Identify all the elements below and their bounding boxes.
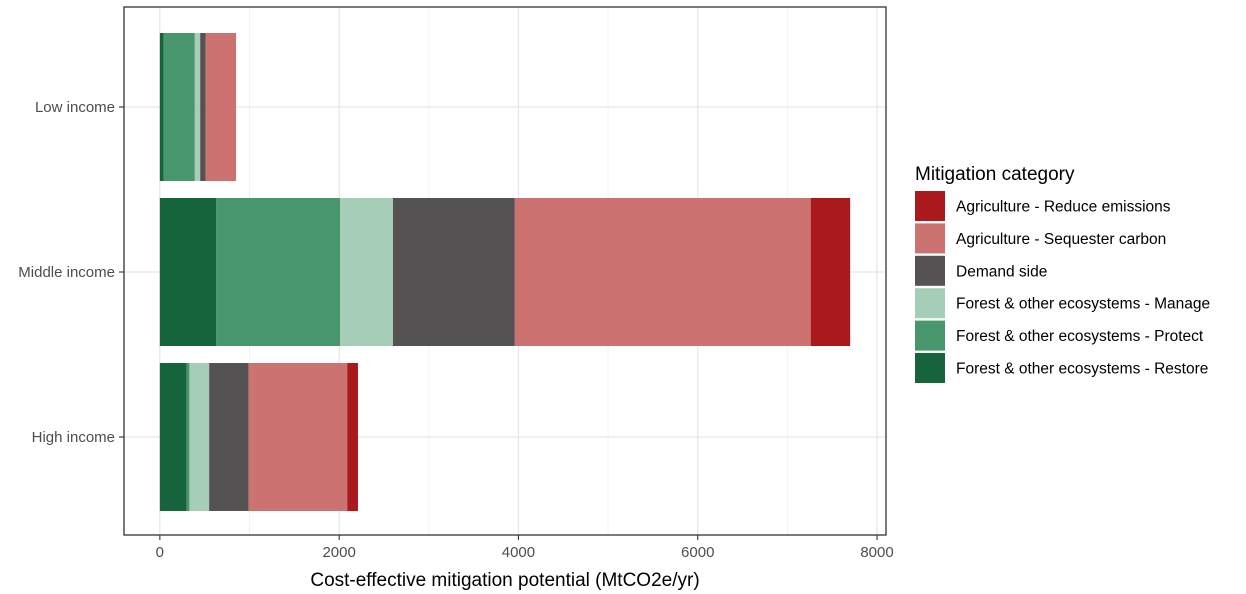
bar-low-income-agriculture-sequester-carbon bbox=[205, 33, 237, 181]
bar-middle-income-forest-and-other-ecosystems-restore bbox=[159, 198, 217, 346]
bar-high-income-agriculture-reduce-emissions bbox=[347, 363, 358, 511]
y-tick-label: Middle income bbox=[18, 264, 115, 281]
y-tick-label: High income bbox=[32, 429, 115, 446]
bar-middle-income-agriculture-sequester-carbon bbox=[514, 198, 811, 346]
bar-middle-income-demand-side bbox=[392, 198, 515, 346]
x-tick-label: 8000 bbox=[860, 544, 893, 561]
panel-border bbox=[123, 6, 887, 536]
legend-key-agriculture-sequester-carbon bbox=[915, 223, 945, 254]
bar-high-income-forest-and-other-ecosystems-manage bbox=[189, 363, 210, 511]
axes: 0 2000 4000 6000 8000 Low income Middle income… bbox=[18, 6, 894, 561]
bar-high-income-forest-and-other-ecosystems-restore bbox=[159, 363, 187, 511]
legend-key-agriculture-reduce-emissions bbox=[915, 191, 945, 221]
x-tick-label: 2000 bbox=[322, 544, 355, 561]
legend: Mitigation category Agriculture - Reduce… bbox=[915, 164, 1210, 383]
legend-label: Agriculture - Reduce emissions bbox=[956, 199, 1171, 216]
x-axis-title: Cost-effective mitigation potential (MtC… bbox=[310, 570, 699, 591]
legend-key-forest-and-other-ecosystems-manage bbox=[915, 288, 945, 319]
bar-low-income-forest-and-other-ecosystems-restore bbox=[159, 33, 164, 181]
legend-label: Forest & other ecosystems - Protect bbox=[956, 328, 1204, 345]
legend-title: Mitigation category bbox=[915, 164, 1075, 185]
x-tick-label: 0 bbox=[156, 544, 164, 561]
bars bbox=[159, 33, 851, 511]
x-tick-label: 4000 bbox=[502, 544, 535, 561]
y-tick-label: Low income bbox=[35, 99, 115, 116]
bar-high-income-demand-side bbox=[209, 363, 249, 511]
legend-label: Forest & other ecosystems - Manage bbox=[956, 296, 1210, 313]
bar-low-income-forest-and-other-ecosystems-protect bbox=[163, 33, 195, 181]
bar-middle-income-forest-and-other-ecosystems-manage bbox=[340, 198, 393, 346]
bar-middle-income-forest-and-other-ecosystems-protect bbox=[216, 198, 341, 346]
bar-high-income-forest-and-other-ecosystems-protect bbox=[186, 363, 190, 511]
legend-label: Demand side bbox=[956, 263, 1047, 280]
bar-high-income-agriculture-sequester-carbon bbox=[248, 363, 348, 511]
legend-key-forest-and-other-ecosystems-restore bbox=[915, 353, 945, 383]
legend-key-demand-side bbox=[915, 255, 945, 286]
bar-low-income-forest-and-other-ecosystems-manage bbox=[194, 33, 201, 181]
bar-middle-income-agriculture-reduce-emissions bbox=[810, 198, 851, 346]
legend-label: Forest & other ecosystems - Restore bbox=[956, 361, 1208, 378]
bar-low-income-demand-side bbox=[200, 33, 206, 181]
legend-key-forest-and-other-ecosystems-protect bbox=[915, 320, 945, 351]
legend-label: Agriculture - Sequester carbon bbox=[956, 231, 1166, 248]
x-tick-label: 6000 bbox=[681, 544, 714, 561]
